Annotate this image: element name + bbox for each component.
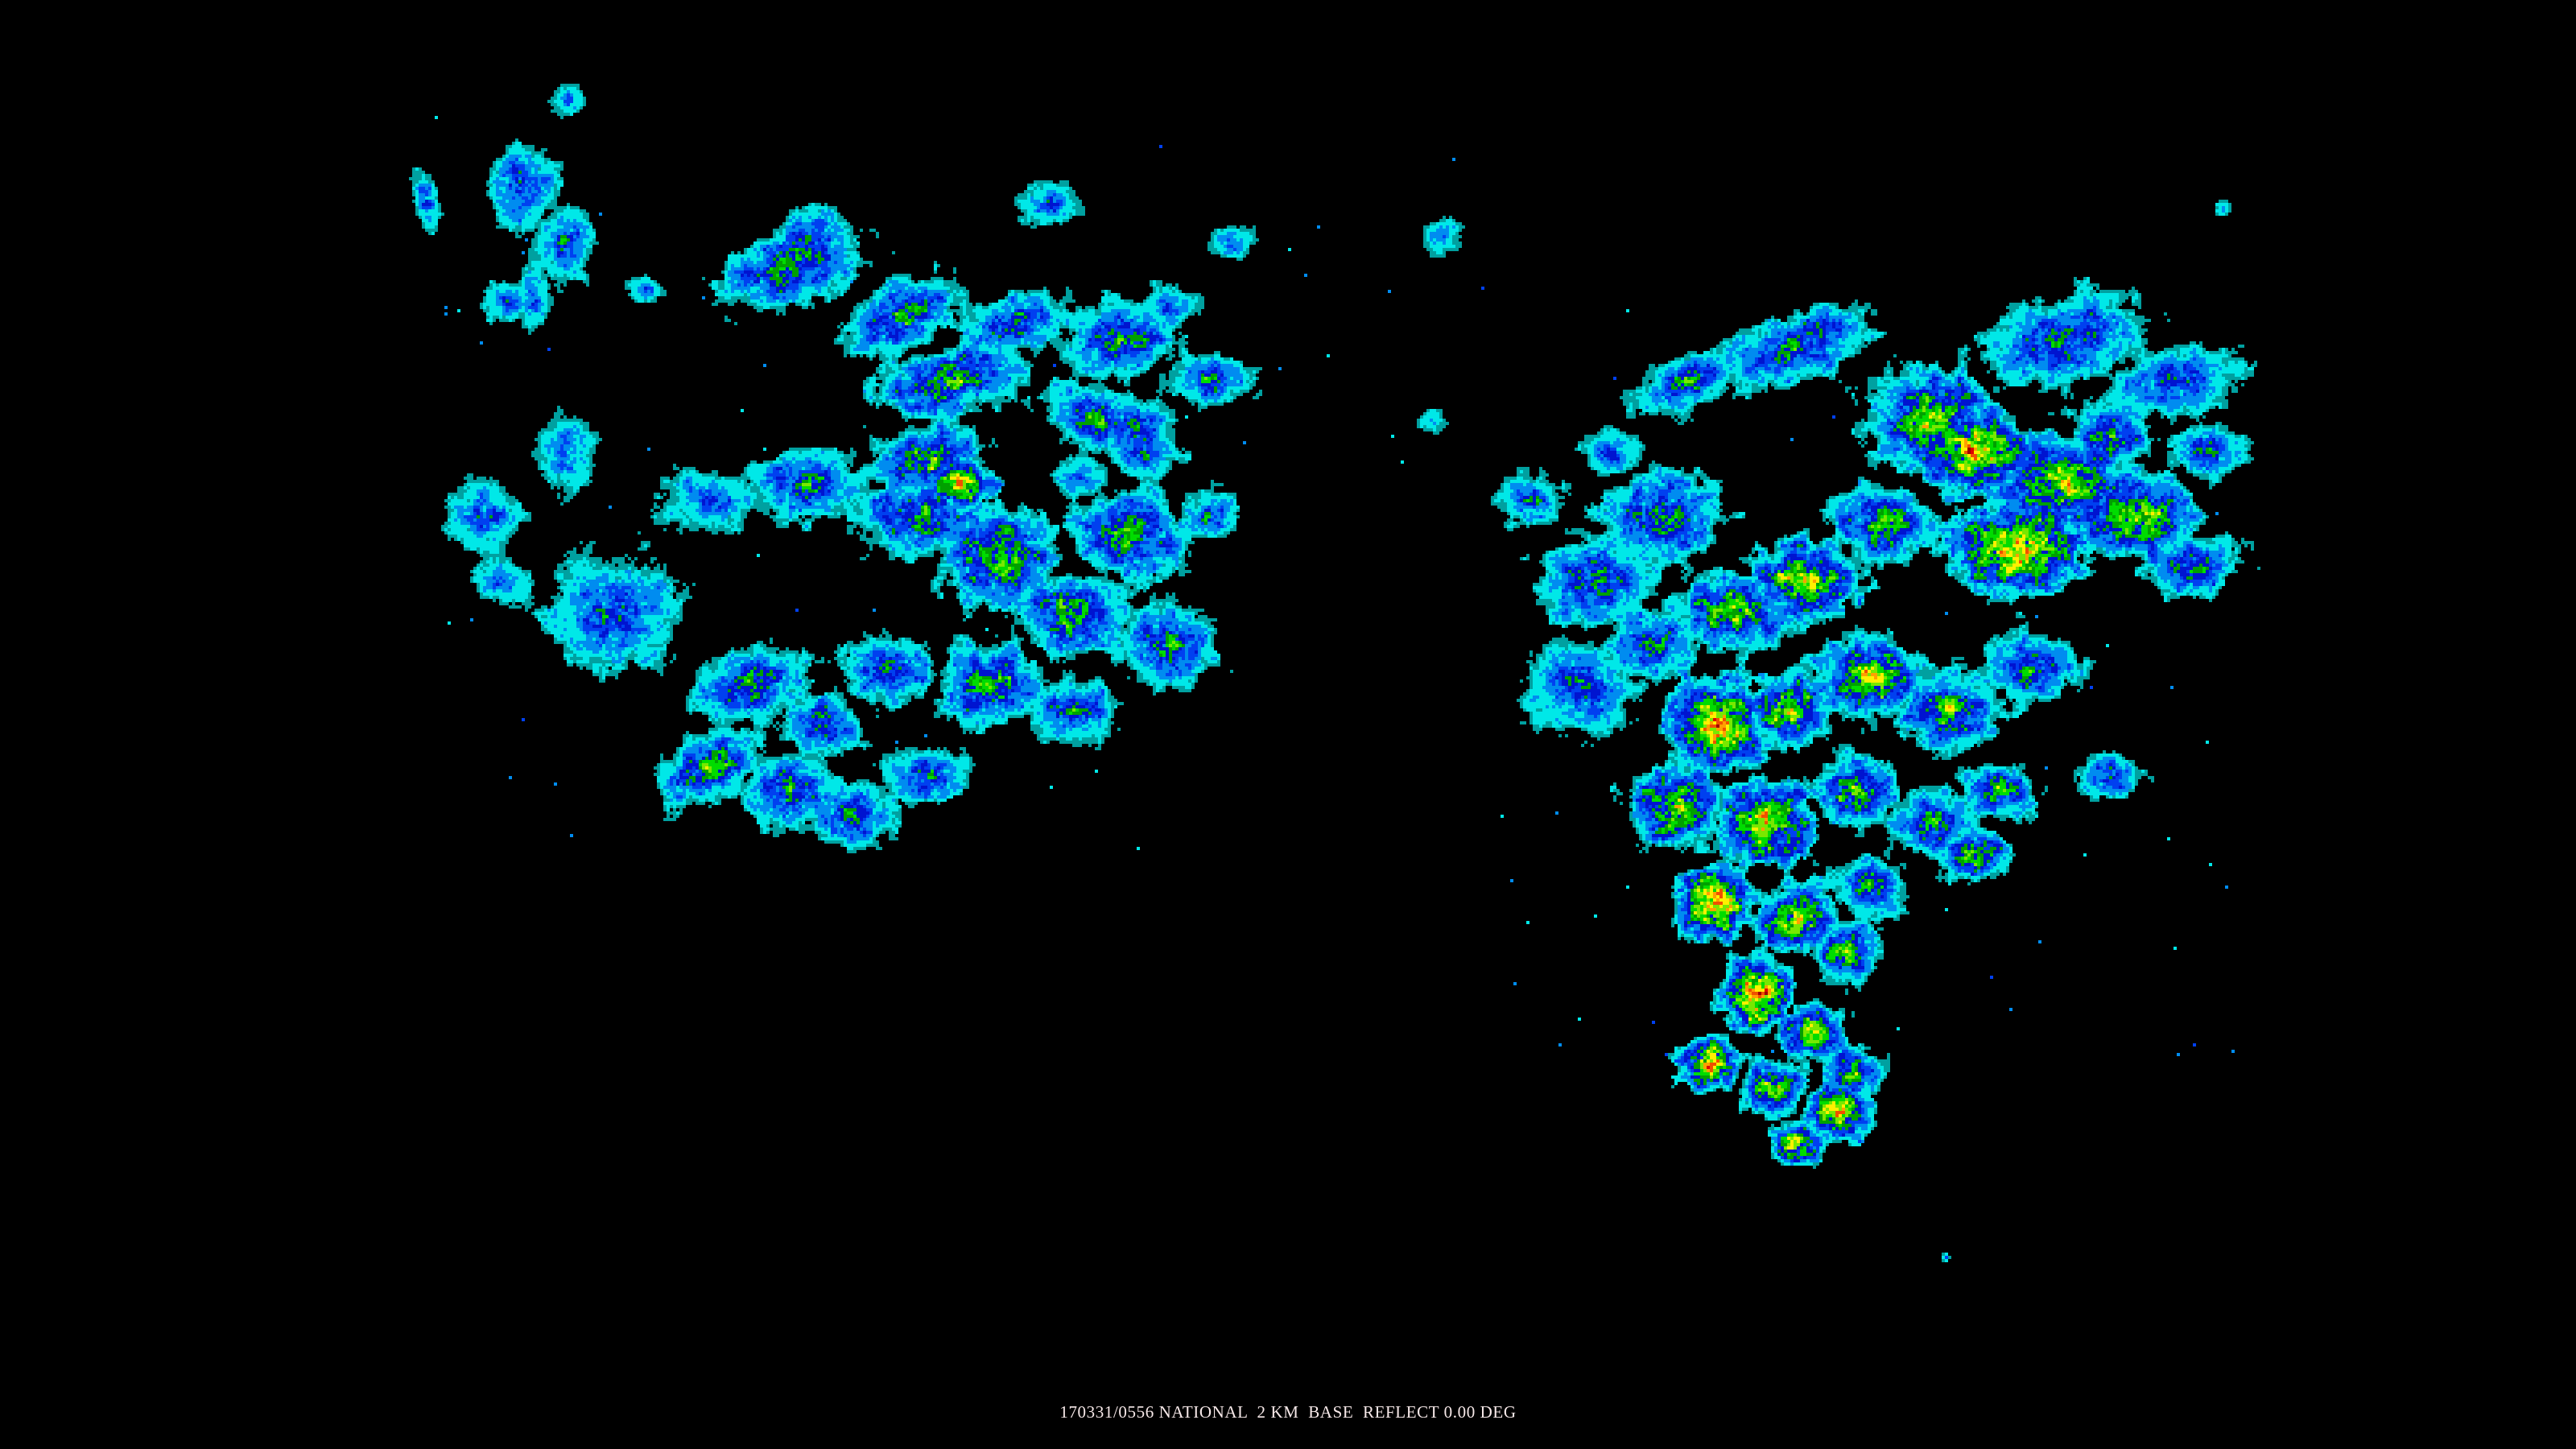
radar-reflectivity-mosaic (0, 0, 2576, 1449)
radar-display: 170331/0556 NATIONAL 2 KM BASE REFLECT 0… (0, 0, 2576, 1449)
